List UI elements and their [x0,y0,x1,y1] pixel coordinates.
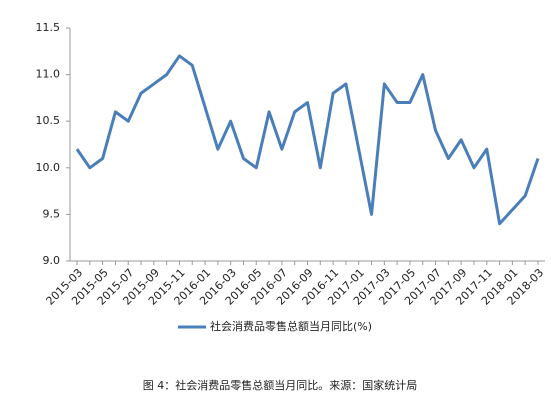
y-tick-label: 10.5 [36,114,61,127]
caption: 图 4：社会消费品零售总额当月同比。来源：国家统计局 [143,378,418,392]
line-series [75,54,540,226]
legend-label: 社会消费品零售总额当月同比(%) [210,319,372,333]
y-tick-label: 11.5 [36,21,61,34]
y-tick-label: 10.0 [36,161,61,174]
y-tick-label: 9.0 [43,254,61,267]
y-tick-label: 11.0 [36,68,61,81]
y-tick-label: 9.5 [43,207,61,220]
